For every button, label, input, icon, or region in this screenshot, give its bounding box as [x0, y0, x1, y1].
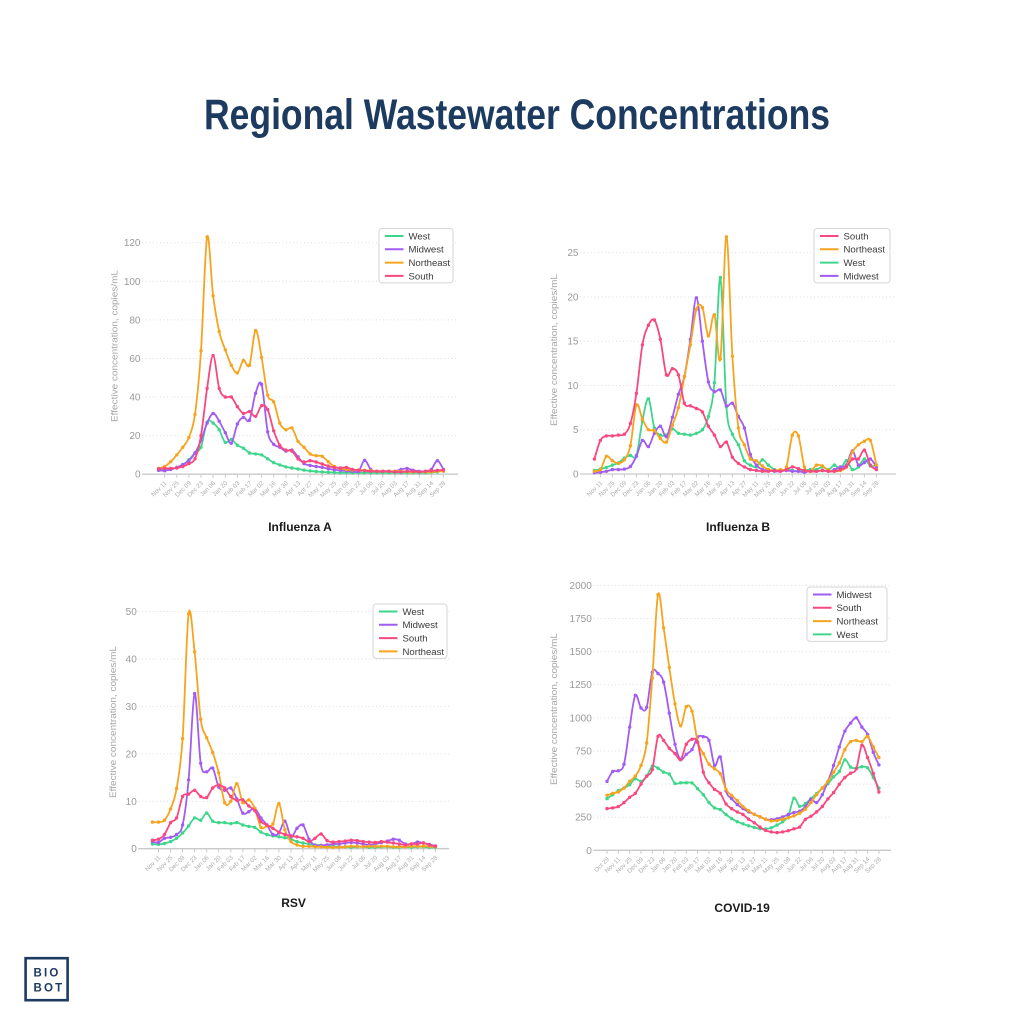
- svg-text:0: 0: [135, 470, 141, 481]
- svg-text:40: 40: [129, 393, 141, 404]
- svg-text:60: 60: [129, 354, 141, 365]
- svg-text:20: 20: [567, 292, 579, 303]
- svg-text:Midwest: Midwest: [403, 620, 439, 631]
- svg-text:COVID-19: COVID-19: [714, 901, 770, 915]
- svg-text:Northeast: Northeast: [403, 647, 445, 658]
- svg-text:Regional Wastewater Concentrat: Regional Wastewater Concentrations: [204, 91, 830, 139]
- svg-text:Northeast: Northeast: [837, 617, 879, 628]
- svg-text:120: 120: [124, 238, 141, 249]
- svg-text:West: West: [409, 231, 431, 242]
- svg-text:Midwest: Midwest: [837, 590, 873, 601]
- svg-text:20: 20: [129, 431, 141, 442]
- svg-text:Influenza B: Influenza B: [706, 520, 770, 534]
- svg-text:BIO: BIO: [34, 968, 61, 980]
- svg-text:West: West: [844, 258, 866, 269]
- svg-text:0: 0: [586, 846, 592, 857]
- svg-text:West: West: [837, 630, 859, 641]
- svg-text:15: 15: [567, 337, 579, 348]
- svg-text:250: 250: [575, 813, 592, 824]
- svg-text:Midwest: Midwest: [844, 271, 880, 282]
- svg-text:25: 25: [567, 248, 579, 259]
- svg-text:750: 750: [575, 746, 592, 757]
- svg-text:BOT: BOT: [34, 983, 65, 995]
- svg-text:0: 0: [131, 844, 137, 855]
- svg-text:5: 5: [573, 425, 579, 436]
- svg-text:South: South: [403, 634, 428, 645]
- svg-text:Effective concentration, copie: Effective concentration, copies/mL: [108, 646, 118, 798]
- svg-text:1000: 1000: [570, 713, 593, 724]
- svg-text:20: 20: [126, 749, 138, 760]
- svg-text:500: 500: [575, 780, 592, 791]
- svg-text:50: 50: [126, 607, 138, 618]
- svg-text:80: 80: [129, 315, 141, 326]
- svg-text:10: 10: [567, 381, 579, 392]
- svg-text:1250: 1250: [570, 680, 593, 691]
- svg-text:10: 10: [126, 797, 138, 808]
- svg-text:Influenza A: Influenza A: [268, 520, 332, 534]
- svg-text:South: South: [409, 271, 434, 282]
- svg-text:South: South: [844, 231, 869, 242]
- svg-text:Midwest: Midwest: [409, 245, 445, 256]
- svg-text:RSV: RSV: [281, 896, 306, 910]
- svg-text:Effective concentration, copie: Effective concentration, copies/mL: [110, 270, 120, 422]
- svg-text:Northeast: Northeast: [844, 245, 886, 256]
- svg-text:South: South: [837, 603, 862, 614]
- svg-text:1750: 1750: [570, 614, 593, 625]
- svg-text:100: 100: [124, 277, 141, 288]
- svg-text:West: West: [403, 607, 425, 618]
- svg-text:2000: 2000: [570, 581, 593, 592]
- svg-text:Effective concentration, copie: Effective concentration, copies/mL: [549, 274, 559, 426]
- svg-text:40: 40: [126, 654, 138, 665]
- svg-text:30: 30: [126, 702, 138, 713]
- svg-text:0: 0: [573, 470, 579, 481]
- svg-text:Effective concentration, copie: Effective concentration, copies/mL: [549, 633, 559, 785]
- svg-text:Northeast: Northeast: [409, 258, 451, 269]
- svg-text:1500: 1500: [570, 647, 593, 658]
